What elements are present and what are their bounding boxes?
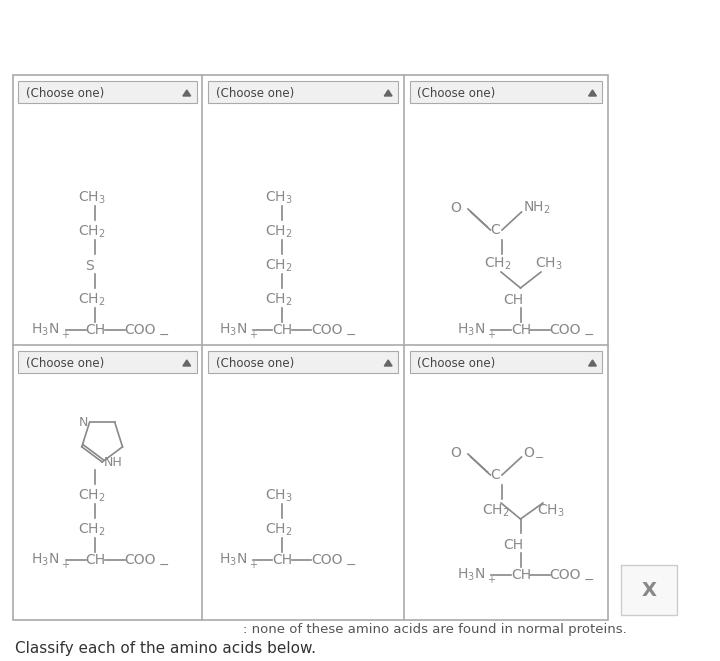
Text: CH$_3$: CH$_3$	[78, 190, 105, 206]
Bar	[410, 351, 602, 373]
Text: (Choose one): (Choose one)	[26, 356, 104, 369]
Text: S: S	[86, 259, 94, 273]
Text: H$_3$N: H$_3$N	[31, 552, 59, 568]
Text: COO: COO	[549, 568, 581, 582]
Polygon shape	[384, 90, 392, 96]
Polygon shape	[183, 360, 191, 366]
Polygon shape	[183, 90, 191, 96]
Text: (Choose one): (Choose one)	[26, 87, 104, 100]
Text: CH$_3$: CH$_3$	[265, 488, 292, 504]
Text: −: −	[158, 329, 169, 342]
Text: NH: NH	[104, 455, 123, 469]
Bar	[208, 351, 398, 373]
Text: COO: COO	[125, 553, 156, 567]
Polygon shape	[384, 360, 392, 366]
Bar	[410, 81, 602, 103]
Text: C: C	[490, 468, 500, 482]
Text: +: +	[61, 330, 69, 340]
Text: N: N	[78, 416, 88, 429]
Text: (Choose one): (Choose one)	[216, 87, 294, 100]
Text: CH: CH	[503, 538, 523, 552]
Text: CH: CH	[86, 553, 106, 567]
Text: O: O	[523, 446, 534, 460]
Bar	[13, 75, 608, 620]
Text: COO: COO	[311, 553, 343, 567]
Text: H$_3$N: H$_3$N	[31, 322, 59, 338]
Text: COO: COO	[549, 323, 581, 337]
Text: +: +	[249, 560, 257, 570]
Text: C: C	[490, 223, 500, 237]
Text: CH$_2$: CH$_2$	[265, 258, 292, 274]
Text: COO: COO	[125, 323, 156, 337]
Text: (Choose one): (Choose one)	[418, 356, 495, 369]
Text: H$_3$N: H$_3$N	[219, 552, 247, 568]
Text: CH: CH	[510, 323, 531, 337]
Text: CH$_2$: CH$_2$	[265, 224, 292, 240]
Text: CH: CH	[510, 568, 531, 582]
Text: +: +	[487, 575, 495, 585]
Text: CH$_2$: CH$_2$	[78, 224, 105, 240]
Text: −: −	[346, 559, 356, 572]
Bar	[19, 81, 197, 103]
Text: H$_3$N: H$_3$N	[219, 322, 247, 338]
Text: O: O	[450, 201, 462, 215]
Text: Classify each of the amino acids below.: Classify each of the amino acids below.	[14, 641, 315, 656]
Text: O: O	[450, 446, 462, 460]
Text: −: −	[346, 329, 356, 342]
Text: CH$_2$: CH$_2$	[484, 256, 511, 272]
Text: CH: CH	[272, 323, 292, 337]
Text: +: +	[487, 330, 495, 340]
Text: −: −	[158, 559, 169, 572]
Text: CH$_2$: CH$_2$	[78, 488, 105, 504]
Text: H$_3$N: H$_3$N	[457, 322, 485, 338]
Text: CH$_3$: CH$_3$	[265, 190, 292, 206]
Text: : none of these amino acids are found in normal proteins.: : none of these amino acids are found in…	[243, 623, 627, 637]
Polygon shape	[589, 360, 596, 366]
Text: −: −	[584, 329, 594, 342]
Text: X: X	[642, 580, 657, 600]
Text: CH$_2$: CH$_2$	[78, 522, 105, 538]
Text: CH: CH	[503, 293, 523, 307]
Text: NH$_2$: NH$_2$	[523, 200, 551, 216]
Text: CH$_2$: CH$_2$	[482, 503, 509, 519]
Text: CH$_2$: CH$_2$	[265, 292, 292, 308]
Text: −: −	[535, 453, 544, 463]
Text: CH$_3$: CH$_3$	[535, 256, 563, 272]
Text: +: +	[61, 560, 69, 570]
Text: H$_3$N: H$_3$N	[457, 566, 485, 583]
Text: CH: CH	[86, 323, 106, 337]
Text: COO: COO	[311, 323, 343, 337]
Text: CH: CH	[272, 553, 292, 567]
Text: CH$_2$: CH$_2$	[78, 292, 105, 308]
Polygon shape	[589, 90, 596, 96]
Bar	[621, 565, 677, 615]
Text: CH$_2$: CH$_2$	[265, 522, 292, 538]
Text: +: +	[249, 330, 257, 340]
Text: CH$_3$: CH$_3$	[537, 503, 564, 519]
Text: (Choose one): (Choose one)	[216, 356, 294, 369]
Text: (Choose one): (Choose one)	[418, 87, 495, 100]
Text: −: −	[584, 574, 594, 586]
Bar	[208, 81, 398, 103]
Bar	[19, 351, 197, 373]
